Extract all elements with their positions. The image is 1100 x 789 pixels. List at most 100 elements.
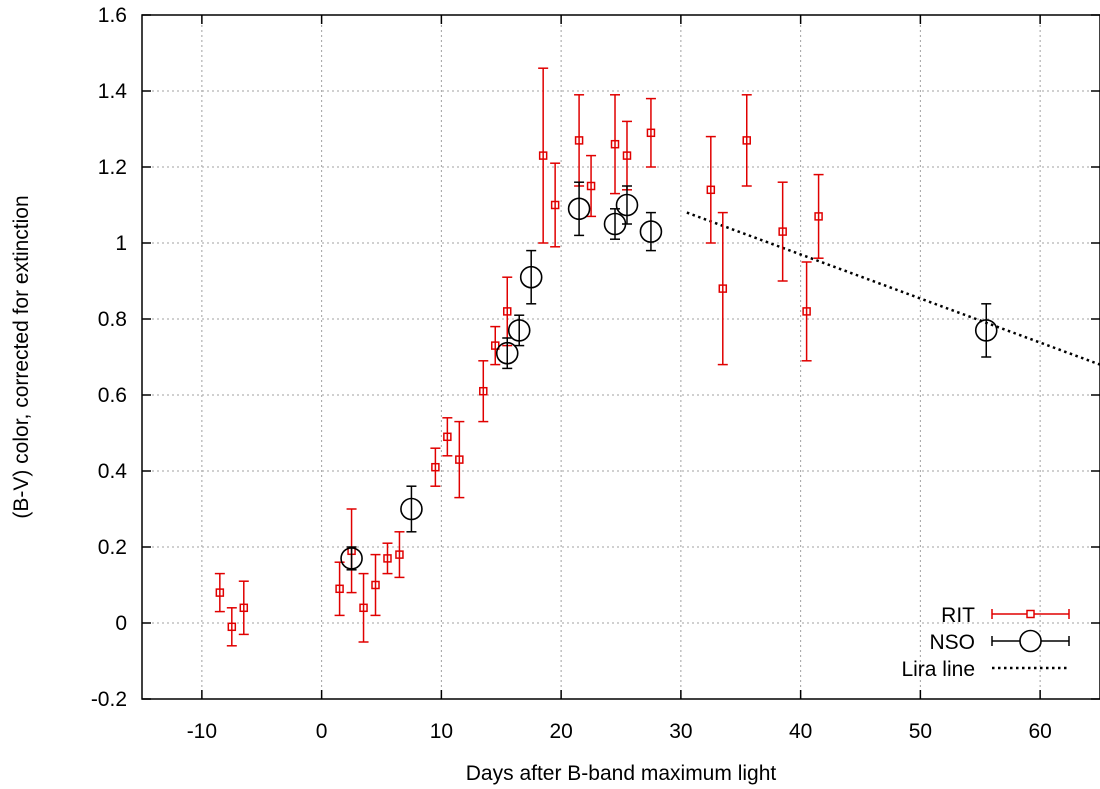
nso-marker xyxy=(639,220,663,243)
rit-point xyxy=(502,276,513,347)
rit-marker xyxy=(491,341,500,350)
nso-point xyxy=(615,185,639,225)
rit-marker xyxy=(574,136,584,145)
rit-point xyxy=(550,162,561,248)
x-tick-label: 40 xyxy=(789,720,812,743)
rit-marker xyxy=(742,136,751,145)
x-tick-label: -10 xyxy=(187,720,217,743)
rit-marker xyxy=(802,307,811,316)
rit-marker xyxy=(335,584,344,594)
lira-line-layer xyxy=(686,211,1100,366)
rit-point xyxy=(610,94,621,195)
nso-point xyxy=(639,211,663,252)
rit-marker xyxy=(778,227,787,236)
nso-point xyxy=(519,249,543,305)
y-tick-label: 0.4 xyxy=(98,460,128,483)
rit-point xyxy=(238,580,249,636)
rit-series-layer xyxy=(214,67,824,647)
y-tick-label: 1.4 xyxy=(98,80,128,103)
rit-point xyxy=(645,97,656,168)
nso-marker xyxy=(507,319,531,342)
rit-marker xyxy=(646,128,656,138)
nso-point xyxy=(507,314,531,347)
nso-marker xyxy=(567,197,591,221)
rit-marker xyxy=(431,462,440,472)
rit-point xyxy=(801,261,812,362)
nso-series-layer xyxy=(340,181,998,571)
rit-marker xyxy=(718,284,728,293)
rit-marker xyxy=(443,432,452,442)
rit-point xyxy=(358,572,369,643)
x-tick-label: 20 xyxy=(549,720,572,743)
legend-rit-marker xyxy=(1026,609,1035,619)
x-tick-label: 10 xyxy=(430,720,453,743)
rit-point xyxy=(334,561,345,617)
x-tick-label: 0 xyxy=(316,720,328,743)
nso-marker xyxy=(615,193,639,217)
rit-marker xyxy=(586,181,596,191)
tick-layer: -10 0 10 20 30 40 50 60 -0.2 0 0.2 0.4 0.6 0.8 1 1.2 1.4… xyxy=(91,4,1100,743)
rit-point xyxy=(442,417,453,457)
grid-layer xyxy=(142,14,1100,700)
legend-nso-marker xyxy=(1019,629,1042,653)
rit-point xyxy=(478,360,489,423)
nso-marker xyxy=(400,497,423,521)
rit-marker xyxy=(502,307,512,316)
y-axis-title: (B-V) color, corrected for extinction xyxy=(10,195,33,518)
legend-symbol-rit xyxy=(991,609,1070,619)
rit-marker xyxy=(622,151,632,160)
nso-marker xyxy=(519,265,543,289)
rit-point xyxy=(490,325,501,366)
x-tick-label: 50 xyxy=(909,720,932,743)
y-tick-label: 1.2 xyxy=(98,156,127,179)
y-tick-label: 0.2 xyxy=(98,536,127,559)
rit-marker xyxy=(239,603,249,613)
rit-marker xyxy=(455,455,464,464)
y-tick-label: 1 xyxy=(115,232,127,255)
legend-label-lira: Lira line xyxy=(901,658,975,681)
y-tick-label: -0.2 xyxy=(91,688,127,711)
legend-label-rit: RIT xyxy=(941,604,975,627)
nso-point xyxy=(567,181,591,237)
nso-point xyxy=(340,546,363,571)
nso-point xyxy=(400,485,423,533)
y-tick-label: 1.6 xyxy=(98,4,127,27)
y-tick-label: 0 xyxy=(115,612,127,635)
rit-marker xyxy=(479,386,488,396)
rit-point xyxy=(717,211,728,366)
y-tick-label: 0.6 xyxy=(98,384,127,407)
rit-point xyxy=(370,553,381,617)
legend-label-nso: NSO xyxy=(929,631,975,654)
rit-marker xyxy=(383,554,392,563)
rit-point xyxy=(621,120,632,191)
y-tick-label: 0.8 xyxy=(98,308,127,331)
legend: RIT NSO Lira line xyxy=(901,604,1070,681)
rit-marker xyxy=(215,588,225,597)
rit-marker xyxy=(395,550,404,559)
x-axis-title: Days after B-band maximum light xyxy=(466,762,777,785)
rit-marker xyxy=(371,580,380,590)
nso-point xyxy=(974,303,998,358)
nso-point xyxy=(495,337,519,370)
rit-point xyxy=(741,94,752,187)
rit-marker xyxy=(550,200,560,210)
rit-point xyxy=(586,154,597,218)
rit-point xyxy=(394,531,405,579)
rit-point xyxy=(574,94,585,187)
rit-point xyxy=(226,607,237,647)
plot-frame xyxy=(141,14,1100,700)
nso-marker xyxy=(974,319,998,342)
rit-point xyxy=(214,572,225,613)
rit-marker xyxy=(706,185,716,195)
x-tick-label: 60 xyxy=(1028,720,1051,743)
rit-point xyxy=(538,67,549,244)
rit-marker xyxy=(227,622,237,632)
x-tick-label: 30 xyxy=(669,720,692,743)
rit-point xyxy=(813,173,824,259)
nso-marker xyxy=(340,547,363,570)
rit-point xyxy=(430,447,441,487)
rit-point xyxy=(382,542,393,575)
rit-marker xyxy=(814,212,823,221)
rit-point xyxy=(705,135,716,244)
